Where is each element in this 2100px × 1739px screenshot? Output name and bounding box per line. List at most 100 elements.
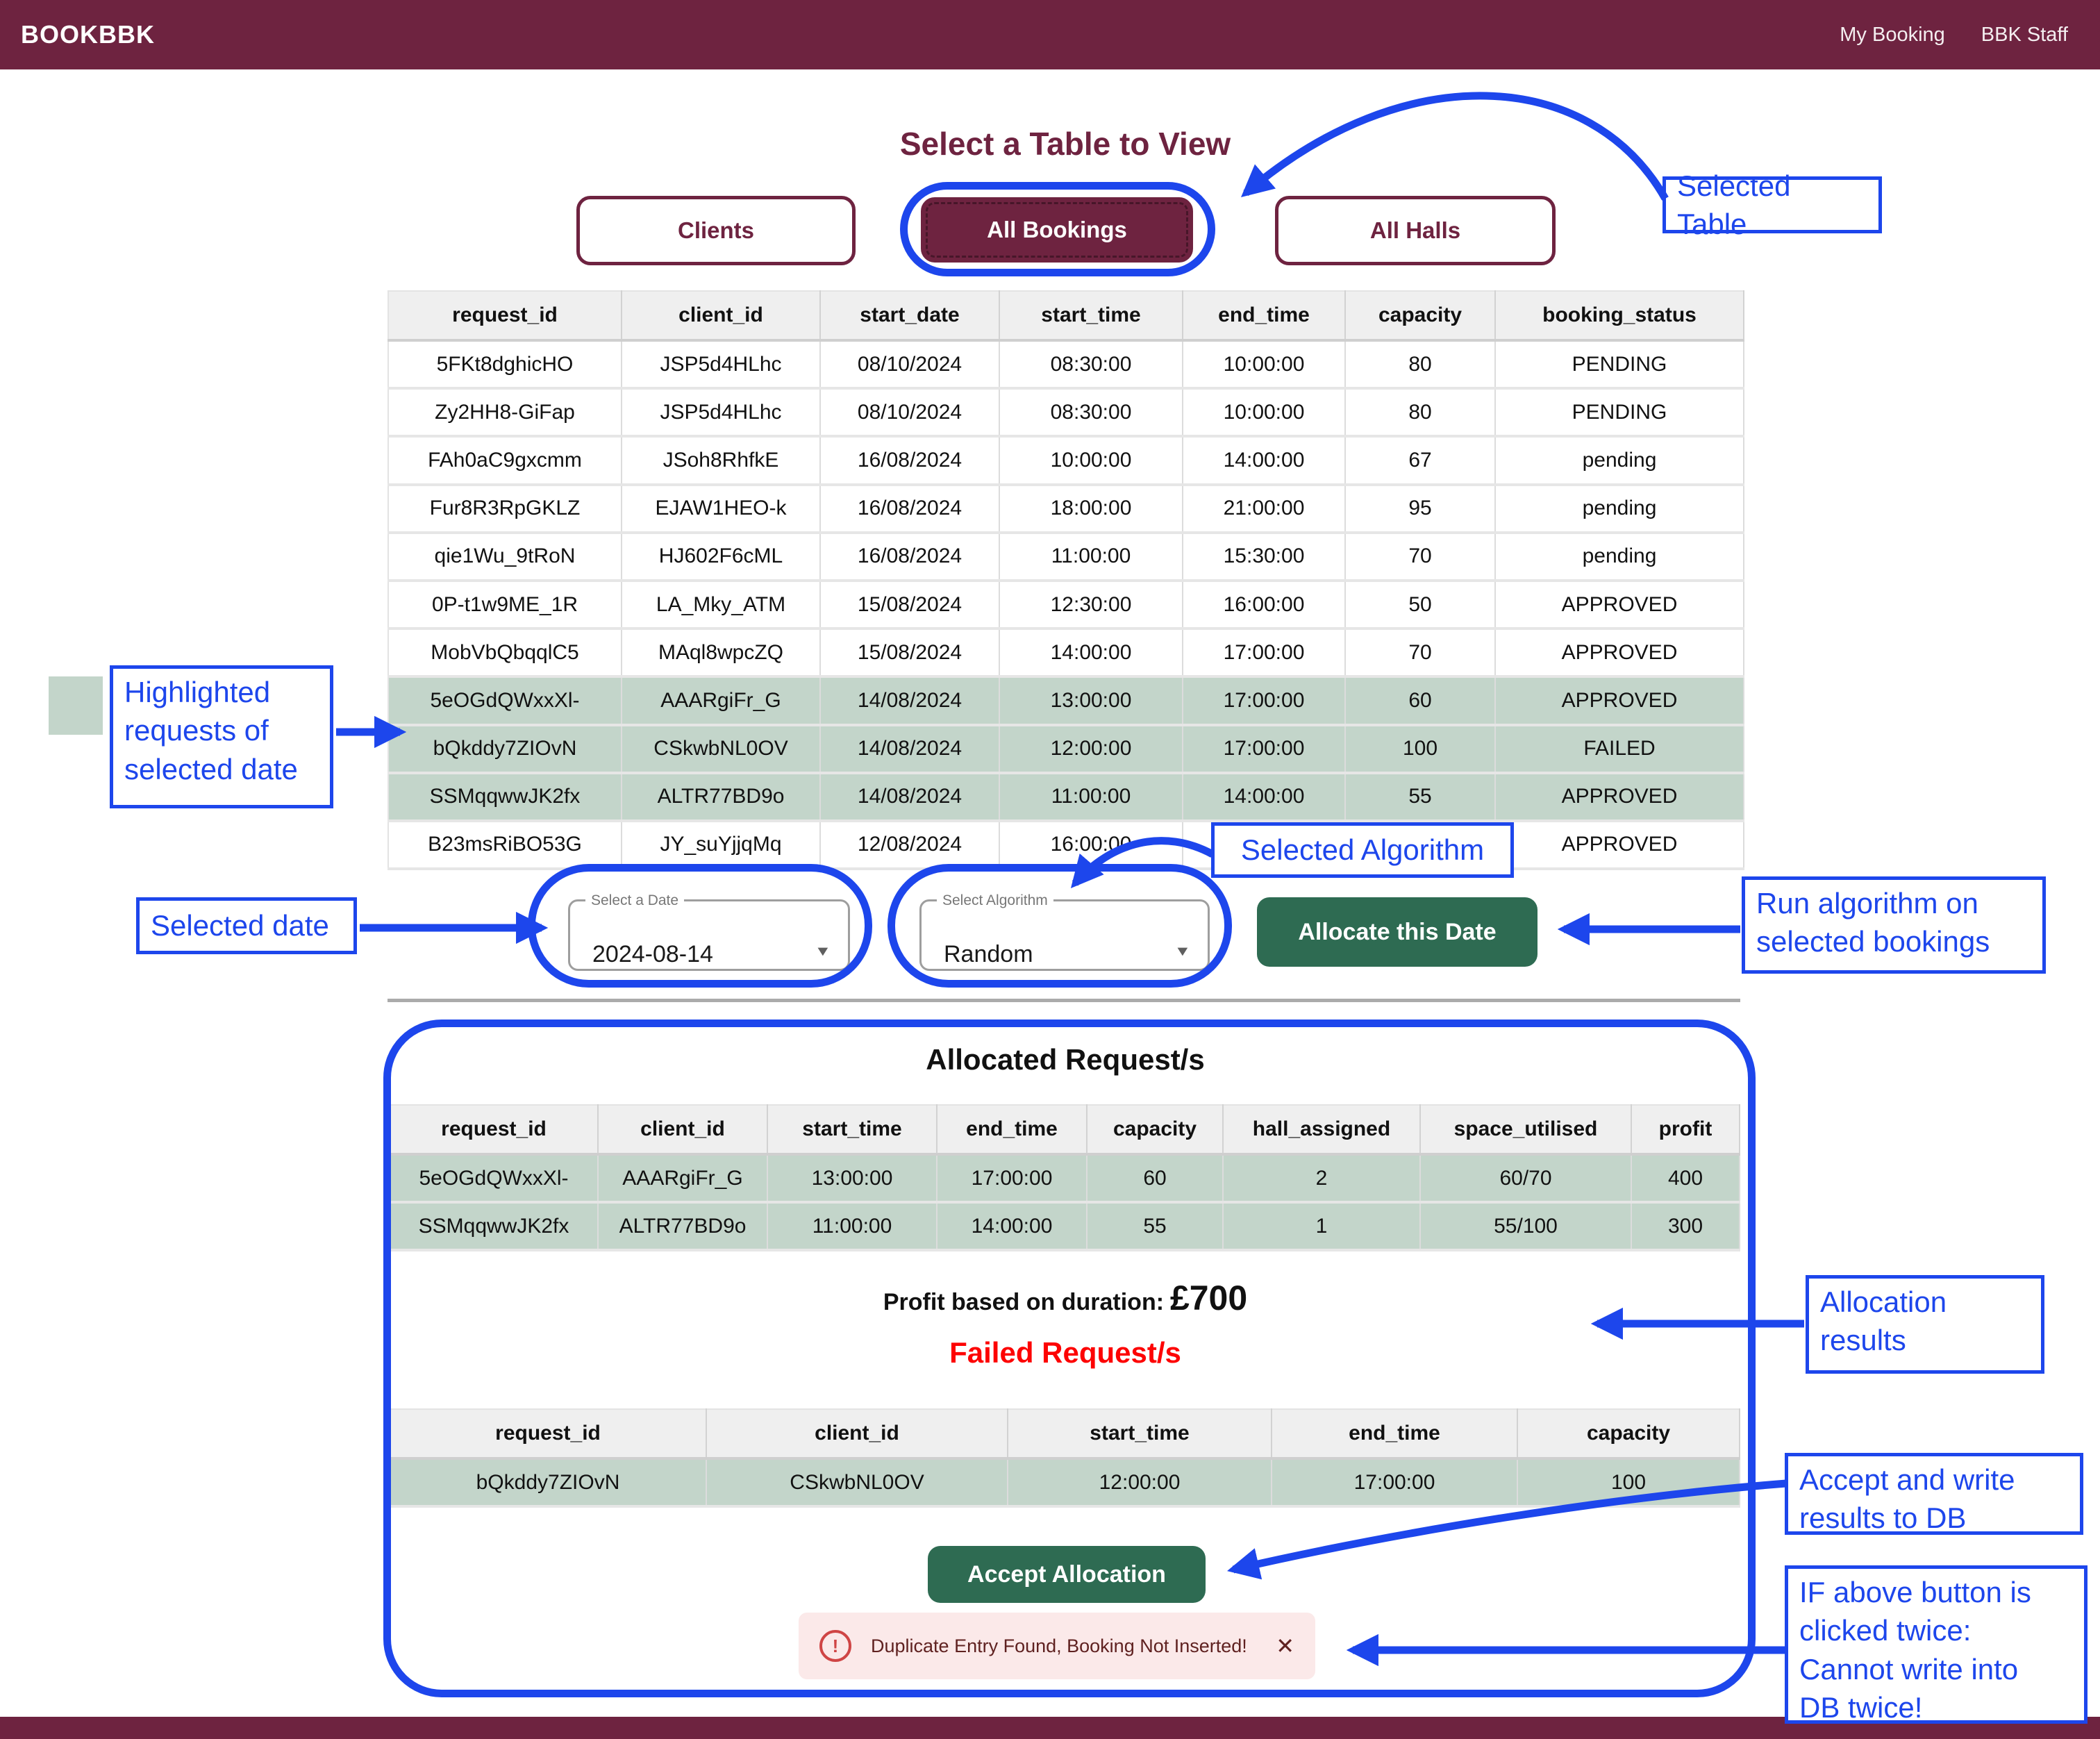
tab-all-halls[interactable]: All Halls xyxy=(1275,196,1556,265)
table-cell: 14:00:00 xyxy=(999,629,1183,679)
table-cell: 300 xyxy=(1631,1202,1740,1252)
table-cell: 1 xyxy=(1223,1202,1421,1252)
table-cell: CSkwbNL0OV xyxy=(706,1458,1008,1508)
column-header: capacity xyxy=(1517,1408,1740,1460)
table-cell: 60 xyxy=(1345,676,1496,726)
app-logo: BOOKBBK xyxy=(21,20,155,49)
annotation-selected-algorithm: Selected Algorithm xyxy=(1211,822,1514,878)
table-cell: EJAW1HEO-k xyxy=(622,484,821,534)
annotation-line: clicked twice: xyxy=(1799,1614,1972,1647)
bookings-header-row: request_id client_id start_date start_time e… xyxy=(388,290,1744,342)
table-cell: 21:00:00 xyxy=(1183,484,1346,534)
annotation-line: Accept and write xyxy=(1799,1463,2015,1496)
table-cell: 10:00:00 xyxy=(999,436,1183,486)
table-cell: 5eOGdQWxxXl- xyxy=(388,676,622,726)
table-cell: 14:00:00 xyxy=(1183,772,1346,822)
footer-bar xyxy=(0,1717,2100,1739)
annotation-line: Highlighted xyxy=(124,676,271,708)
annotation-ring-algorithm xyxy=(888,864,1232,988)
column-header: booking_status xyxy=(1495,290,1744,342)
table-cell: 17:00:00 xyxy=(937,1154,1088,1204)
nav-link-bbk-staff[interactable]: BBK Staff xyxy=(1981,23,2068,46)
table-cell: SSMqqwwJK2fx xyxy=(388,772,622,822)
annotation-line: selected date xyxy=(124,752,298,785)
annotation-line: selected bookings xyxy=(1756,925,1990,958)
table-cell: 95 xyxy=(1345,484,1496,534)
table-cell: 17:00:00 xyxy=(1183,629,1346,679)
table-row: MobVbQbqqlC5 MAql8wpcZQ 15/08/2024 14:00:00… xyxy=(388,629,1744,679)
table-cell: 12:00:00 xyxy=(1008,1458,1272,1508)
annotation-line: results xyxy=(1820,1324,1906,1357)
table-cell: 08:30:00 xyxy=(999,340,1183,390)
table-cell: 70 xyxy=(1345,532,1496,582)
table-cell: Zy2HH8-GiFap xyxy=(388,388,622,438)
close-icon[interactable]: ✕ xyxy=(1276,1633,1294,1658)
table-cell: 0P-t1w9ME_1R xyxy=(388,580,622,631)
table-cell: 14:00:00 xyxy=(937,1202,1088,1252)
column-header: request_id xyxy=(389,1408,707,1460)
table-cell: qie1Wu_9tRoN xyxy=(388,532,622,582)
table-cell: 55 xyxy=(1345,772,1496,822)
table-cell: 16:00:00 xyxy=(999,820,1183,871)
table-cell: 12:30:00 xyxy=(999,580,1183,631)
table-cell: 60 xyxy=(1087,1154,1224,1204)
table-cell: SSMqqwwJK2fx xyxy=(389,1202,599,1252)
annotation-line: results to DB xyxy=(1799,1501,1967,1535)
nav-links: My Booking BBK Staff xyxy=(1840,24,2068,47)
annotation-selected-date: Selected date xyxy=(136,897,357,954)
table-cell: ALTR77BD9o xyxy=(598,1202,768,1252)
table-cell: 12/08/2024 xyxy=(820,820,1000,871)
annotation-allocation-results: Allocation results xyxy=(1806,1275,2044,1374)
table-cell: 15/08/2024 xyxy=(820,629,1000,679)
profit-value: £700 xyxy=(1169,1279,1248,1317)
allocated-requests-title: Allocated Request/s xyxy=(926,1043,1205,1076)
table-cell: bQkddy7ZIOvN xyxy=(388,724,622,774)
table-cell: ALTR77BD9o xyxy=(622,772,821,822)
table-cell: 5eOGdQWxxXl- xyxy=(389,1154,599,1204)
table-row: qie1Wu_9tRoN HJ602F6cML 16/08/2024 11:00:00… xyxy=(388,532,1744,582)
tab-clients[interactable]: Clients xyxy=(576,196,856,265)
table-cell: 15:30:00 xyxy=(1183,532,1346,582)
column-header: profit xyxy=(1631,1104,1740,1156)
table-cell: 80 xyxy=(1345,340,1496,390)
annotation-line: requests of xyxy=(124,714,269,747)
column-header: start_time xyxy=(767,1104,938,1156)
table-cell: 11:00:00 xyxy=(999,532,1183,582)
table-cell: MAql8wpcZQ xyxy=(622,629,821,679)
column-header: client_id xyxy=(598,1104,768,1156)
column-header: start_time xyxy=(1008,1408,1272,1460)
table-cell: JSoh8RhfkE xyxy=(622,436,821,486)
table-cell: 400 xyxy=(1631,1154,1740,1204)
table-cell: LA_Mky_ATM xyxy=(622,580,821,631)
table-row: Zy2HH8-GiFap JSP5d4HLhc 08/10/2024 08:30:00… xyxy=(388,388,1744,438)
table-cell: FAh0aC9gxcmm xyxy=(388,436,622,486)
table-cell: 50 xyxy=(1345,580,1496,631)
table-cell: APPROVED xyxy=(1495,772,1744,822)
table-cell: HJ602F6cML xyxy=(622,532,821,582)
table-cell: 16/08/2024 xyxy=(820,484,1000,534)
column-header: start_time xyxy=(999,290,1183,342)
table-cell: JSP5d4HLhc xyxy=(622,388,821,438)
column-header: capacity xyxy=(1087,1104,1224,1156)
table-cell: 15/08/2024 xyxy=(820,580,1000,631)
accept-allocation-button[interactable]: Accept Allocation xyxy=(928,1546,1206,1603)
table-cell: 16/08/2024 xyxy=(820,436,1000,486)
failed-header-row: request_id client_id start_time end_time cap… xyxy=(389,1408,1740,1460)
table-cell: 60/70 xyxy=(1420,1154,1632,1204)
tab-all-bookings[interactable]: All Bookings xyxy=(921,197,1193,263)
allocate-date-button[interactable]: Allocate this Date xyxy=(1257,897,1538,967)
table-cell: AAARgiFr_G xyxy=(598,1154,768,1204)
table-cell: 08/10/2024 xyxy=(820,388,1000,438)
table-row: Fur8R3RpGKLZ EJAW1HEO-k 16/08/2024 18:00:00… xyxy=(388,484,1744,534)
error-toast: ! Duplicate Entry Found, Booking Not Ins… xyxy=(799,1613,1315,1679)
page-title: Select a Table to View xyxy=(899,126,1231,162)
table-cell: Fur8R3RpGKLZ xyxy=(388,484,622,534)
table-row: 5eOGdQWxxXl- AAARgiFr_G 14/08/2024 13:00:00… xyxy=(388,676,1744,726)
annotation-if-clicked-twice: IF above button is clicked twice: Cannot… xyxy=(1785,1565,2088,1724)
table-cell: 55/100 xyxy=(1420,1202,1632,1252)
toast-message: Duplicate Entry Found, Booking Not Inser… xyxy=(871,1635,1247,1656)
table-cell: 14:00:00 xyxy=(1183,436,1346,486)
table-cell: APPROVED xyxy=(1495,820,1744,871)
column-header: request_id xyxy=(389,1104,599,1156)
nav-link-my-booking[interactable]: My Booking xyxy=(1840,23,1945,46)
